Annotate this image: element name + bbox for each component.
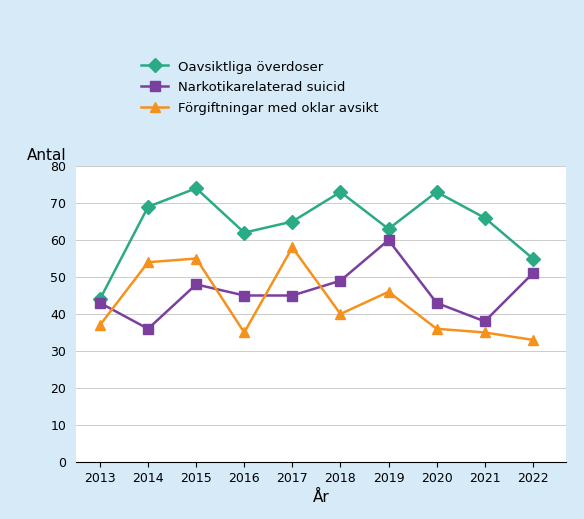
Oavsiktliga överdoser: [289, 218, 296, 225]
Förgiftningar med oklar avsikt: [433, 326, 440, 332]
Line: Narkotikarelaterad suicid: Narkotikarelaterad suicid: [95, 235, 538, 334]
Line: Förgiftningar med oklar avsikt: Förgiftningar med oklar avsikt: [95, 242, 538, 345]
Oavsiktliga överdoser: [385, 226, 392, 232]
Narkotikarelaterad suicid: [385, 237, 392, 243]
Narkotikarelaterad suicid: [145, 326, 152, 332]
Legend: Oavsiktliga överdoser, Narkotikarelaterad suicid, Förgiftningar med oklar avsikt: Oavsiktliga överdoser, Narkotikarelatera…: [141, 60, 379, 115]
Narkotikarelaterad suicid: [193, 281, 200, 288]
Förgiftningar med oklar avsikt: [529, 337, 536, 343]
Förgiftningar med oklar avsikt: [337, 311, 344, 317]
Text: Antal: Antal: [27, 148, 67, 163]
Förgiftningar med oklar avsikt: [145, 259, 152, 265]
Oavsiktliga överdoser: [433, 189, 440, 195]
Line: Oavsiktliga överdoser: Oavsiktliga överdoser: [95, 183, 538, 304]
Förgiftningar med oklar avsikt: [241, 330, 248, 336]
Oavsiktliga överdoser: [96, 296, 103, 302]
Narkotikarelaterad suicid: [289, 292, 296, 298]
X-axis label: År: År: [313, 490, 329, 505]
Narkotikarelaterad suicid: [96, 300, 103, 306]
Narkotikarelaterad suicid: [481, 318, 488, 324]
Oavsiktliga överdoser: [337, 189, 344, 195]
Oavsiktliga överdoser: [529, 255, 536, 262]
Narkotikarelaterad suicid: [529, 270, 536, 277]
Oavsiktliga överdoser: [481, 215, 488, 221]
Förgiftningar med oklar avsikt: [193, 255, 200, 262]
Förgiftningar med oklar avsikt: [385, 289, 392, 295]
Förgiftningar med oklar avsikt: [481, 330, 488, 336]
Narkotikarelaterad suicid: [241, 292, 248, 298]
Oavsiktliga överdoser: [193, 185, 200, 192]
Oavsiktliga överdoser: [145, 203, 152, 210]
Förgiftningar med oklar avsikt: [289, 244, 296, 251]
Narkotikarelaterad suicid: [433, 300, 440, 306]
Oavsiktliga överdoser: [241, 229, 248, 236]
Narkotikarelaterad suicid: [337, 278, 344, 284]
Förgiftningar med oklar avsikt: [96, 322, 103, 328]
